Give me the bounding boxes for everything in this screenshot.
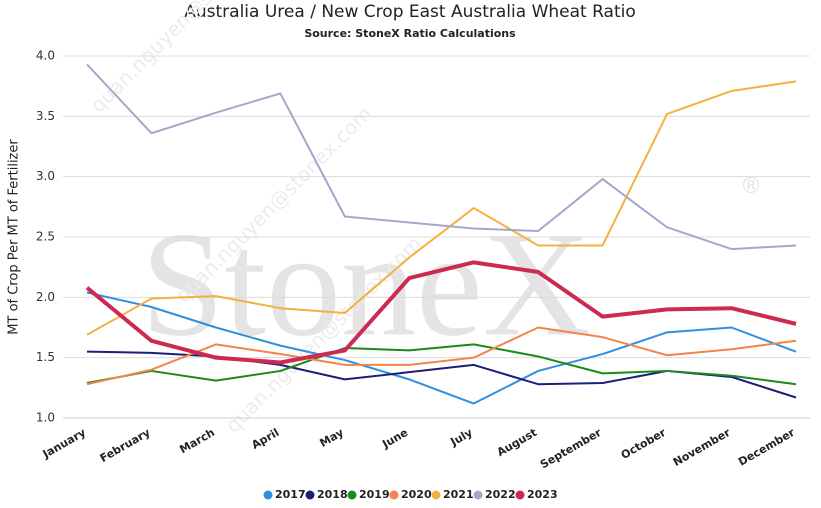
- x-tick-label: March: [177, 426, 217, 456]
- chart-subtitle: Source: StoneX Ratio Calculations: [304, 27, 516, 40]
- x-tick-label: November: [671, 426, 733, 469]
- legend-label: 2023: [527, 488, 558, 501]
- legend-marker: [389, 490, 399, 500]
- legend-label: 2017: [275, 488, 306, 501]
- chart-title: Australia Urea / New Crop East Australia…: [184, 2, 636, 22]
- y-axis-title: MT of Crop Per MT of Fertilizer: [7, 139, 22, 335]
- legend-marker: [305, 490, 315, 500]
- legend-label: 2020: [401, 488, 432, 501]
- legend-item: 2020: [389, 488, 432, 501]
- series-line: [85, 260, 797, 365]
- y-tick-label: 1.5: [36, 350, 55, 364]
- legend-item: 2023: [515, 488, 558, 501]
- legend-marker: [473, 490, 483, 500]
- legend-marker: [515, 490, 525, 500]
- x-tick-label: June: [379, 426, 410, 451]
- legend-label: 2019: [359, 488, 390, 501]
- legend-marker: [263, 490, 273, 500]
- series-line: [86, 291, 797, 405]
- x-tick-label: May: [317, 426, 345, 450]
- series-line: [86, 326, 797, 386]
- watermark: StoneX: [141, 201, 591, 367]
- series-line: [86, 343, 797, 386]
- y-tick-label: 4.0: [36, 49, 55, 63]
- x-tick-label: February: [98, 426, 153, 465]
- x-tick-label: August: [495, 426, 539, 459]
- legend-item: 2018: [305, 488, 348, 501]
- legend-item: 2022: [473, 488, 516, 501]
- legend-label: 2022: [485, 488, 516, 501]
- legend-item: 2017: [263, 488, 306, 501]
- series-line: [86, 80, 797, 336]
- watermark-mark: ®: [740, 174, 762, 199]
- y-tick-label: 3.5: [36, 109, 55, 123]
- legend-label: 2021: [443, 488, 474, 501]
- legend-item: 2021: [431, 488, 474, 501]
- x-tick-label: September: [538, 426, 604, 472]
- x-tick-label: April: [249, 426, 281, 452]
- y-tick-label: 1.0: [36, 411, 55, 425]
- y-tick-label: 2.5: [36, 230, 55, 244]
- x-tick-label: December: [736, 426, 797, 469]
- legend-label: 2018: [317, 488, 348, 501]
- legend-marker: [431, 490, 441, 500]
- x-tick-label: October: [619, 426, 669, 462]
- x-tick-label: January: [40, 426, 88, 461]
- x-tick-label: July: [448, 426, 475, 449]
- legend-item: 2019: [347, 488, 390, 501]
- y-tick-label: 3.0: [36, 169, 55, 183]
- y-tick-label: 2.0: [36, 290, 55, 304]
- series-line: [86, 63, 797, 251]
- legend-marker: [347, 490, 357, 500]
